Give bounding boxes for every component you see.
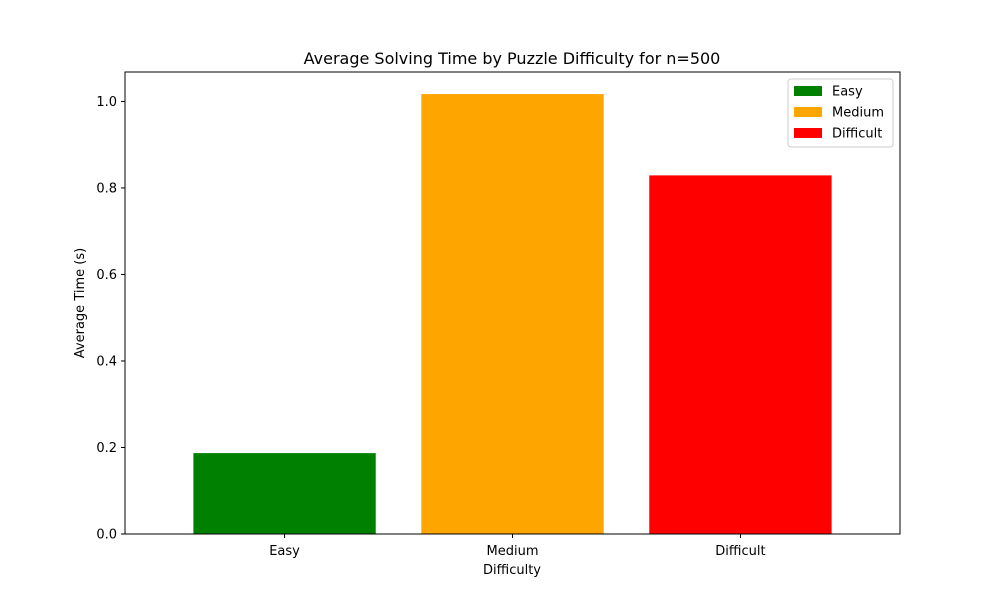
y-axis-ticks: 0.0 0.2 0.4 0.6 0.8 1.0 <box>96 95 125 543</box>
plot-area-frame <box>124 71 901 535</box>
legend-swatch-difficult <box>794 128 822 138</box>
x-axis-ticks: Easy Medium Difficult <box>269 534 766 559</box>
y-tick-label: 0.8 <box>96 181 117 196</box>
x-tick-label: Easy <box>269 544 300 559</box>
y-tick-label: 0.2 <box>96 441 117 456</box>
legend-label-easy: Easy <box>832 85 863 100</box>
chart-title: Average Solving Time by Puzzle Difficult… <box>304 49 721 68</box>
bar-easy <box>193 453 376 534</box>
x-axis-label: Difficulty <box>483 563 541 578</box>
bar-difficult <box>649 175 832 534</box>
y-tick-label: 0.0 <box>96 528 117 543</box>
legend: Easy Medium Difficult <box>787 78 894 148</box>
x-tick-label: Medium <box>487 544 539 559</box>
y-axis-label: Average Time (s) <box>73 248 88 358</box>
y-tick-label: 0.4 <box>96 354 117 369</box>
x-tick-label: Difficult <box>715 544 765 559</box>
legend-swatch-medium <box>794 107 822 117</box>
bar-medium <box>421 94 604 534</box>
legend-label-medium: Medium <box>832 106 884 121</box>
bars-group <box>193 94 832 534</box>
legend-entries: Easy Medium Difficult <box>794 85 884 142</box>
legend-label-difficult: Difficult <box>832 127 882 142</box>
y-tick-label: 0.6 <box>96 268 117 283</box>
y-tick-label: 1.0 <box>96 95 117 110</box>
legend-swatch-easy <box>794 86 822 96</box>
